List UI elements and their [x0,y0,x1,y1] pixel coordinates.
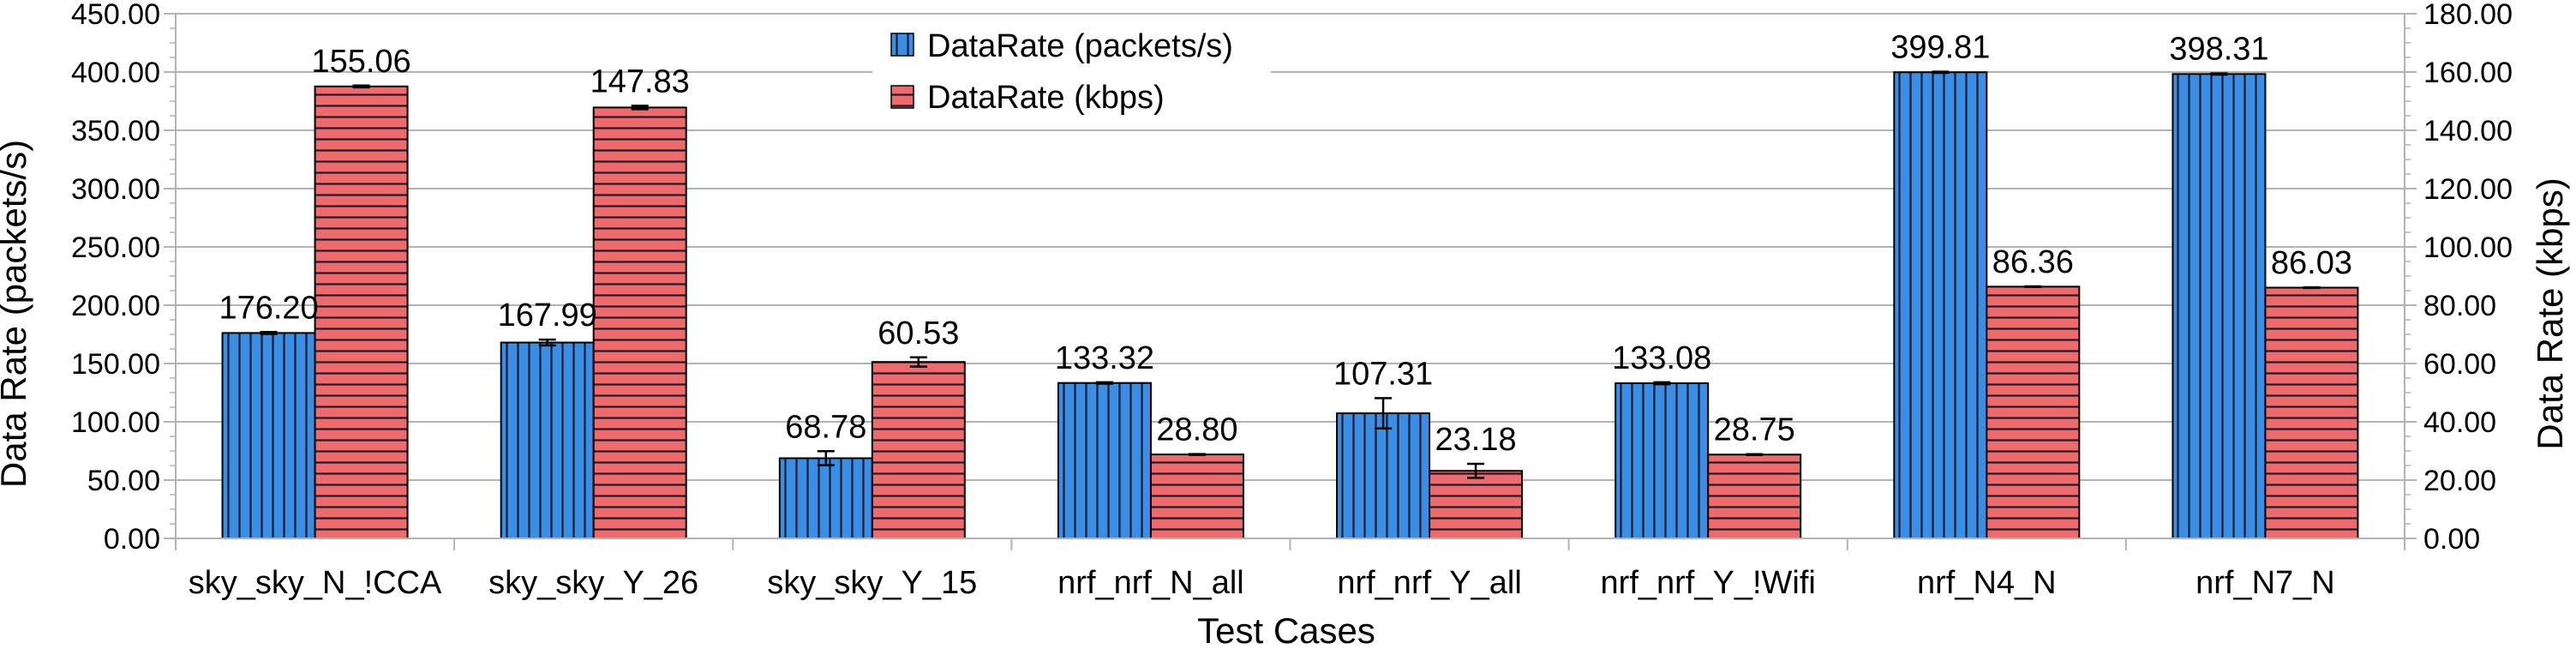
x-axis-title: Test Cases [1197,610,1375,649]
x-tick-label: nrf_N4_N [1917,565,2057,601]
legend-label-packets: DataRate (packets/s) [927,28,1233,64]
y2-tick-label: 40.00 [2423,406,2496,439]
data-label: 60.53 [878,315,959,352]
data-label: 28.80 [1156,412,1237,448]
y-tick-label: 250.00 [71,231,160,264]
y2-tick-label: 140.00 [2423,115,2513,147]
data-label: 86.36 [1992,244,2074,280]
x-tick-label: nrf_nrf_N_all [1057,565,1244,601]
bar-kbps [1149,454,1244,540]
y2-axis-title: Data Rate (kbps) [2530,177,2570,449]
data-label: 107.31 [1333,356,1433,392]
x-tick-label: nrf_nrf_Y_all [1337,565,1521,601]
data-label: 28.75 [1714,412,1795,448]
y2-tick-label: 160.00 [2423,57,2513,89]
bar-packets [2172,73,2267,539]
bar-packets [778,457,873,540]
axes: 0.00 0.00 50.00 20.00 100.00 40.00 150.00 60.00… [71,0,2513,556]
bar-packets [221,332,316,540]
y2-tick-label: 100.00 [2423,231,2513,264]
legend-label-kbps: DataRate (kbps) [927,80,1165,116]
legend-swatch-kbps [890,85,914,109]
y-tick-label: 400.00 [71,57,160,89]
data-label: 176.20 [219,290,318,326]
data-label: 86.03 [2271,245,2352,281]
data-label: 167.99 [498,297,597,334]
bar-packets [1893,71,1988,539]
y-tick-label: 450.00 [71,0,160,31]
y2-tick-label: 80.00 [2423,290,2496,322]
y-tick-label: 100.00 [71,406,160,439]
legend-swatch-packets [890,33,914,57]
x-tick-label: sky_sky_Y_15 [767,565,977,601]
bar-kbps [592,106,687,540]
labels: sky_sky_N_!CCA sky_sky_Y_26 sky_sky_Y_15 nr… [189,30,2352,601]
x-tick-label: sky_sky_N_!CCA [189,565,442,601]
data-label: 399.81 [1890,30,1990,66]
x-tick-label: nrf_nrf_Y_!Wifi [1601,565,1816,601]
data-label: 68.78 [785,409,866,445]
legend: DataRate (packets/s) DataRate (kbps) [872,19,1271,117]
x-tick-label: nrf_N7_N [2196,565,2335,601]
bar-kbps [1986,285,2081,539]
bar-packets [1614,382,1710,539]
bar-packets [500,341,595,539]
y-tick-label: 300.00 [71,173,160,206]
y2-tick-label: 60.00 [2423,348,2496,381]
y2-tick-label: 180.00 [2423,0,2513,31]
x-tick-label: sky_sky_Y_26 [488,565,698,601]
y-tick-label: 200.00 [71,290,160,322]
data-label: 147.83 [590,63,690,99]
bars [221,70,2359,540]
data-label: 133.08 [1612,340,1711,376]
y-tick-label: 50.00 [87,465,160,497]
bar-packets [1057,382,1152,540]
y2-tick-label: 120.00 [2423,173,2513,206]
bar-kbps [1429,470,1524,539]
bar-kbps [871,361,966,539]
bar-kbps [314,85,409,539]
y-tick-label: 150.00 [71,348,160,381]
bar-kbps [1707,454,1802,539]
y-tick-label: 350.00 [71,115,160,147]
y-tick-label: 0.00 [104,523,160,556]
data-label: 133.32 [1055,340,1154,376]
data-label: 155.06 [311,44,410,80]
y2-tick-label: 20.00 [2423,465,2496,497]
data-label: 398.31 [2169,32,2268,68]
data-label: 23.18 [1435,422,1517,458]
bar-kbps [2264,286,2359,539]
y-axis-title: Data Rate (packets/s) [0,140,33,488]
bar-packets [1336,412,1431,540]
y2-tick-label: 0.00 [2423,523,2480,556]
